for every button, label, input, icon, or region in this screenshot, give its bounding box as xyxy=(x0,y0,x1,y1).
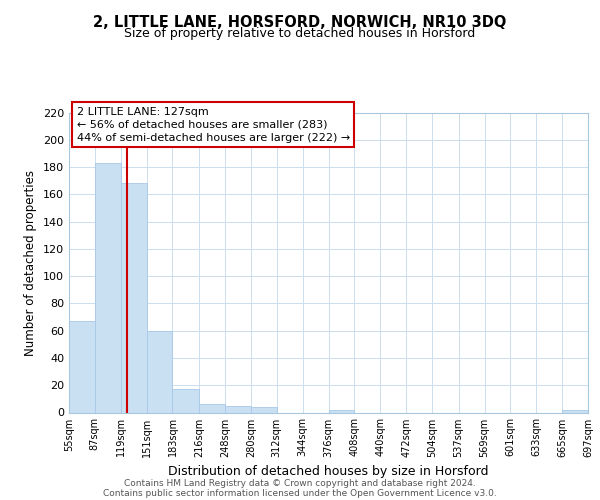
Text: 2 LITTLE LANE: 127sqm
← 56% of detached houses are smaller (283)
44% of semi-det: 2 LITTLE LANE: 127sqm ← 56% of detached … xyxy=(77,106,350,143)
Text: Size of property relative to detached houses in Horsford: Size of property relative to detached ho… xyxy=(124,28,476,40)
Bar xyxy=(329,410,355,412)
Bar xyxy=(172,390,199,412)
Bar xyxy=(121,184,146,412)
X-axis label: Distribution of detached houses by size in Horsford: Distribution of detached houses by size … xyxy=(168,465,489,478)
Bar xyxy=(199,404,225,412)
Text: Contains HM Land Registry data © Crown copyright and database right 2024.: Contains HM Land Registry data © Crown c… xyxy=(124,478,476,488)
Bar xyxy=(562,410,588,412)
Bar xyxy=(225,406,251,412)
Bar xyxy=(146,330,172,412)
Y-axis label: Number of detached properties: Number of detached properties xyxy=(25,170,37,356)
Text: Contains public sector information licensed under the Open Government Licence v3: Contains public sector information licen… xyxy=(103,488,497,498)
Bar xyxy=(95,163,121,412)
Bar xyxy=(251,407,277,412)
Text: 2, LITTLE LANE, HORSFORD, NORWICH, NR10 3DQ: 2, LITTLE LANE, HORSFORD, NORWICH, NR10 … xyxy=(94,15,506,30)
Bar xyxy=(69,321,95,412)
